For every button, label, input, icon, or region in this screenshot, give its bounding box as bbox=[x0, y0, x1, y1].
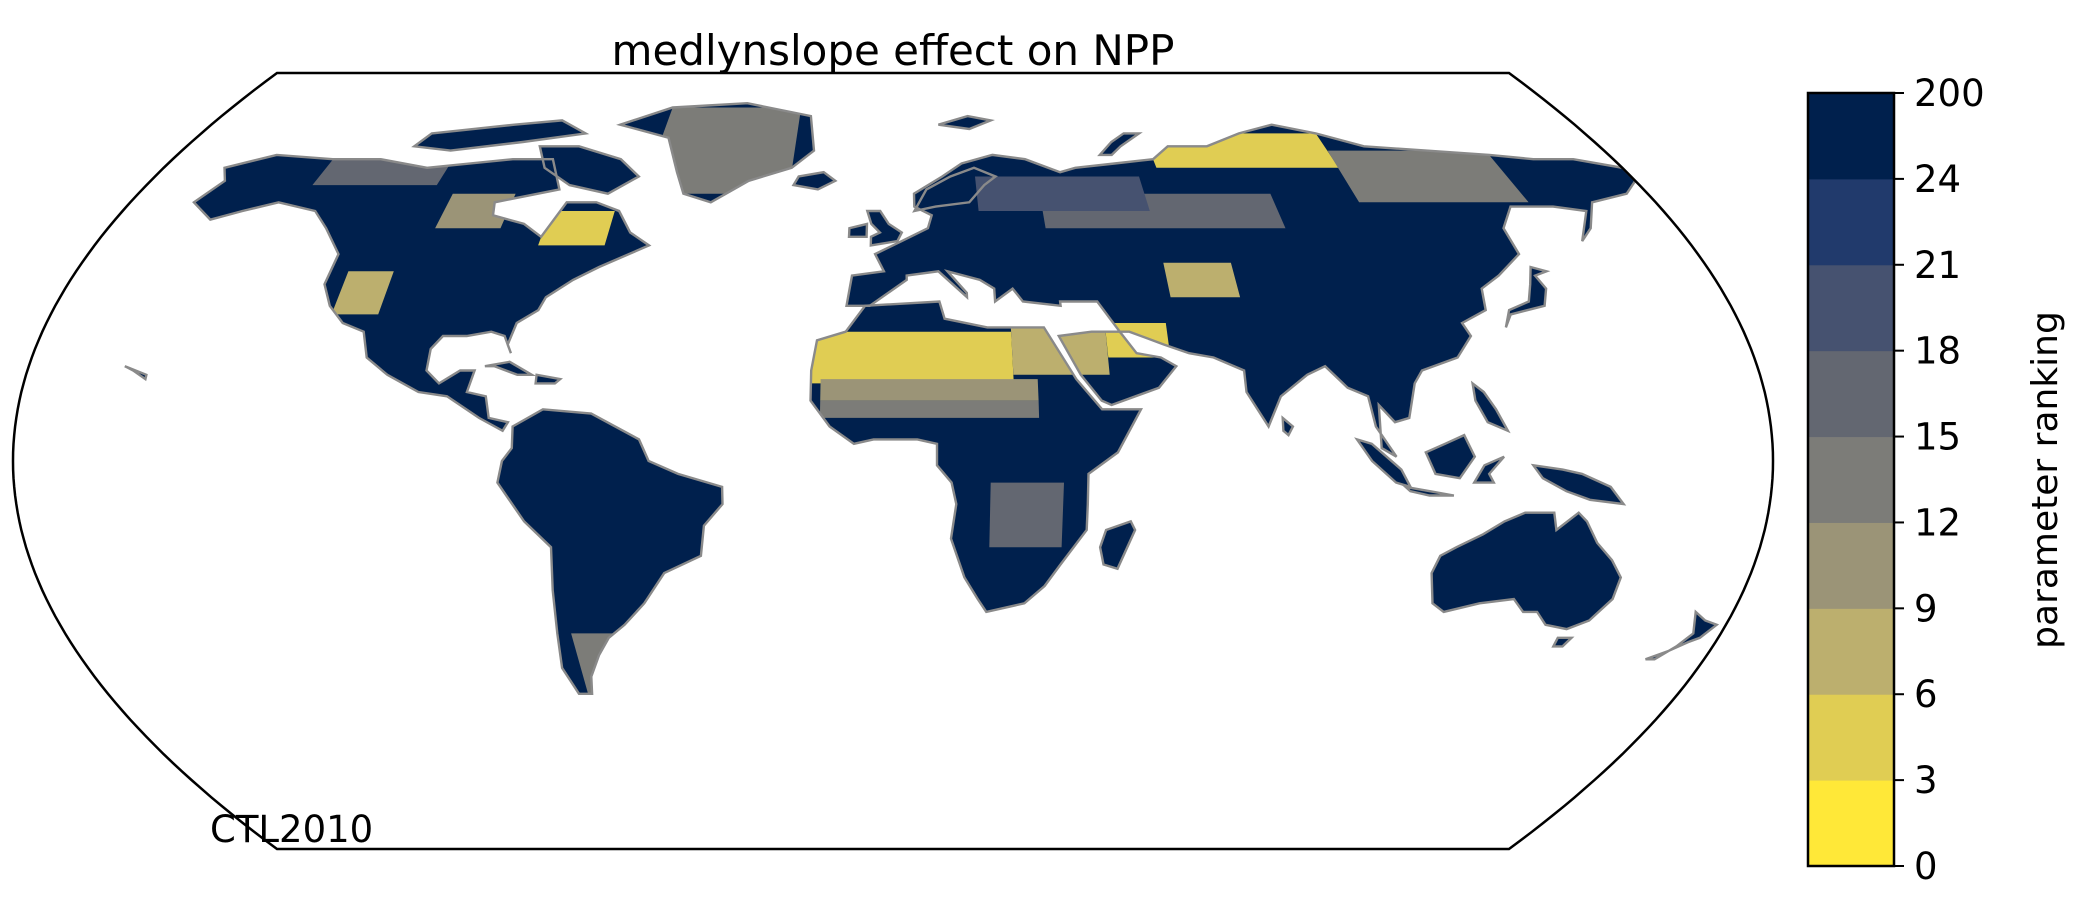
land-australia bbox=[1431, 512, 1621, 630]
coastline-britain bbox=[865, 209, 904, 247]
coastline-madagascar bbox=[1098, 519, 1137, 571]
coastline-scandinavia-coast bbox=[912, 166, 998, 213]
colorbar: 0 3 6 9 12 15 18 21 24 200 bbox=[1806, 72, 1985, 888]
coastline-new-guinea bbox=[1530, 463, 1627, 506]
coastline-ireland bbox=[847, 222, 869, 238]
map-title: medlynslope effect on NPP bbox=[612, 26, 1175, 75]
run-label: CTL2010 bbox=[210, 808, 373, 851]
land-sulawesi bbox=[1474, 456, 1505, 483]
coastline-sri-lanka bbox=[1281, 415, 1295, 437]
coastline-japan bbox=[1504, 265, 1551, 328]
coastline-novaya-zemlya bbox=[1097, 132, 1143, 157]
land-madagascar bbox=[1100, 521, 1136, 569]
coastline-new-zealand bbox=[1645, 609, 1720, 661]
coastline-philippines bbox=[1470, 380, 1511, 434]
colorbar-tick-label: 21 bbox=[1914, 244, 1961, 287]
coastlines bbox=[124, 101, 1720, 695]
colorbar-tick-label: 12 bbox=[1914, 501, 1961, 544]
coastline-hispaniola bbox=[534, 373, 563, 385]
colorbar-tick-label: 18 bbox=[1914, 330, 1961, 373]
colorbar-tick-label: 0 bbox=[1914, 845, 1938, 888]
coastline-north-america bbox=[192, 153, 652, 433]
colorbar-bin-2 bbox=[1808, 608, 1894, 695]
colorbar-bin-7 bbox=[1808, 178, 1894, 266]
land-south-america bbox=[497, 409, 723, 694]
coastline-eurasia bbox=[845, 123, 1637, 458]
colorbar-bin-4 bbox=[1808, 436, 1894, 523]
ranking-region-0 bbox=[796, 331, 1014, 384]
land-new-zealand bbox=[1645, 611, 1717, 660]
map-area bbox=[124, 101, 1720, 695]
ranking-region-5 bbox=[331, 271, 394, 315]
colorbar-bin-8 bbox=[1808, 93, 1894, 180]
coastline-canadian-arctic bbox=[411, 119, 590, 152]
ranking-region-12 bbox=[1142, 133, 1339, 168]
colorbar-bin-0 bbox=[1808, 780, 1894, 867]
ranking-region-11 bbox=[975, 176, 1150, 211]
colorbar-label: parameter ranking bbox=[2025, 311, 2066, 649]
coastline-cuba bbox=[484, 360, 537, 376]
coastline-arabia bbox=[1056, 330, 1179, 407]
coastline-sulawesi bbox=[1472, 455, 1506, 484]
land-north-america bbox=[193, 154, 649, 431]
coastline-greenland bbox=[616, 101, 816, 204]
colorbar-tick-label: 3 bbox=[1914, 759, 1938, 802]
coastline-africa bbox=[809, 300, 1144, 614]
land-new-guinea bbox=[1533, 465, 1624, 505]
coastline-java bbox=[1401, 484, 1455, 497]
land-japan bbox=[1505, 267, 1547, 328]
colorbar-bin-1 bbox=[1808, 694, 1894, 781]
ranking-region-14 bbox=[1163, 262, 1241, 298]
colorbar-tick-label: 15 bbox=[1914, 416, 1961, 459]
colorbar-tick-label: 9 bbox=[1914, 587, 1938, 630]
coastline-hawaii bbox=[124, 365, 148, 382]
colorbar-tick-label: 24 bbox=[1914, 158, 1961, 201]
colorbar-tick-label: 200 bbox=[1914, 72, 1985, 115]
coastline-borneo bbox=[1424, 433, 1477, 480]
coastline-australia bbox=[1430, 511, 1623, 631]
colorbar-bin-6 bbox=[1808, 264, 1894, 352]
land-ireland bbox=[849, 223, 867, 237]
land-borneo bbox=[1425, 435, 1475, 479]
ranking-region-1 bbox=[820, 379, 1039, 401]
ranking-region-6 bbox=[538, 211, 615, 246]
colorbar-tick-label: 6 bbox=[1914, 673, 1938, 716]
coastline-svalbard bbox=[938, 114, 995, 131]
colorbar-bin-5 bbox=[1808, 350, 1894, 438]
coastline-baffin bbox=[538, 145, 641, 195]
ranking-region-13 bbox=[1327, 150, 1529, 203]
ranking-region-15 bbox=[989, 482, 1064, 548]
colorbar-bin-3 bbox=[1808, 522, 1894, 609]
coastline-tasmania bbox=[1551, 636, 1575, 648]
globe-outline bbox=[11, 71, 1775, 851]
land-novaya-zemlya bbox=[1099, 133, 1139, 155]
land-britain bbox=[867, 211, 902, 246]
coastline-iceland bbox=[791, 170, 838, 191]
land-canadian-arctic bbox=[414, 120, 586, 151]
land-philippines bbox=[1472, 383, 1508, 431]
coastline-south-america bbox=[496, 408, 724, 695]
ranking-region-4 bbox=[819, 400, 1040, 418]
ranking-region-9 bbox=[641, 107, 802, 194]
colorbar-frame bbox=[1806, 91, 1896, 868]
land-sumatra bbox=[1357, 439, 1411, 487]
